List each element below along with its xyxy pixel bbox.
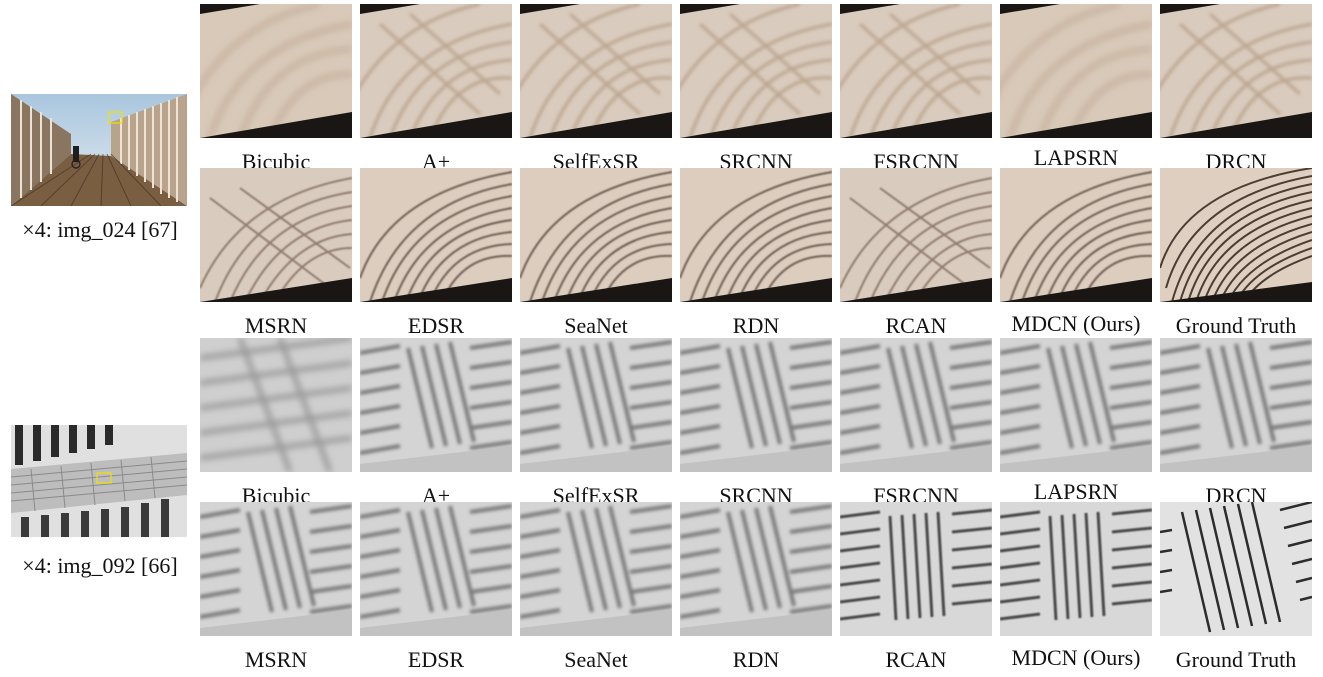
- tile-lapsrn: [1000, 4, 1152, 138]
- tile-edsr: [360, 168, 512, 302]
- tile-fsrcnn: [840, 4, 992, 138]
- overview-caption: ×4: img_092 [66]: [22, 553, 178, 578]
- result-row: [200, 338, 1312, 472]
- label-ground-truth: Ground Truth: [1175, 647, 1297, 672]
- tile-rdn: [680, 502, 832, 636]
- tile-seanet: [520, 502, 672, 636]
- label-msrn: MSRN: [244, 313, 308, 338]
- label-lapsrn: LAPSRN: [1033, 479, 1119, 504]
- tile-srcnn: [680, 338, 832, 472]
- tile-rcan: [840, 168, 992, 302]
- label-ground-truth: Ground Truth: [1175, 313, 1297, 338]
- overview-image-facade: [11, 425, 187, 537]
- tile-rcan: [840, 502, 992, 636]
- label-edsr: EDSR: [407, 313, 465, 338]
- tile-msrn: [200, 168, 352, 302]
- label-mdcn: MDCN (Ours): [1011, 645, 1141, 670]
- result-row: [200, 4, 1312, 138]
- tile-drcn: [1160, 338, 1312, 472]
- overview-caption: ×4: img_024 [67]: [22, 217, 178, 242]
- tile-seanet: [520, 168, 672, 302]
- label-lapsrn: LAPSRN: [1033, 145, 1119, 170]
- label-seanet: SeaNet: [564, 313, 628, 338]
- label-mdcn: MDCN (Ours): [1011, 311, 1141, 336]
- tile-rdn: [680, 168, 832, 302]
- label-msrn: MSRN: [244, 647, 308, 672]
- label-rdn: RDN: [732, 313, 780, 338]
- tile-a-plus: [360, 338, 512, 472]
- tile-bicubic: [200, 4, 352, 138]
- bridge-overview-svg: [11, 94, 187, 206]
- tile-selfexsr: [520, 4, 672, 138]
- label-rcan: RCAN: [885, 313, 947, 338]
- tile-drcn: [1160, 4, 1312, 138]
- tile-edsr: [360, 502, 512, 636]
- result-row: [200, 502, 1312, 636]
- facade-overview-svg: [11, 425, 187, 537]
- label-rcan: RCAN: [885, 647, 947, 672]
- overview-image-bridge: [11, 94, 187, 206]
- tile-mdcn: [1000, 168, 1152, 302]
- tile-bicubic: [200, 338, 352, 472]
- label-edsr: EDSR: [407, 647, 465, 672]
- tile-ground-truth: [1160, 502, 1312, 636]
- tile-mdcn: [1000, 502, 1152, 636]
- tile-selfexsr: [520, 338, 672, 472]
- tile-srcnn: [680, 4, 832, 138]
- label-rdn: RDN: [732, 647, 780, 672]
- tile-msrn: [200, 502, 352, 636]
- tile-ground-truth: [1160, 168, 1312, 302]
- tile-fsrcnn: [840, 338, 992, 472]
- label-seanet: SeaNet: [564, 647, 628, 672]
- tile-lapsrn: [1000, 338, 1152, 472]
- tile-a-plus: [360, 4, 512, 138]
- result-row: [200, 168, 1312, 302]
